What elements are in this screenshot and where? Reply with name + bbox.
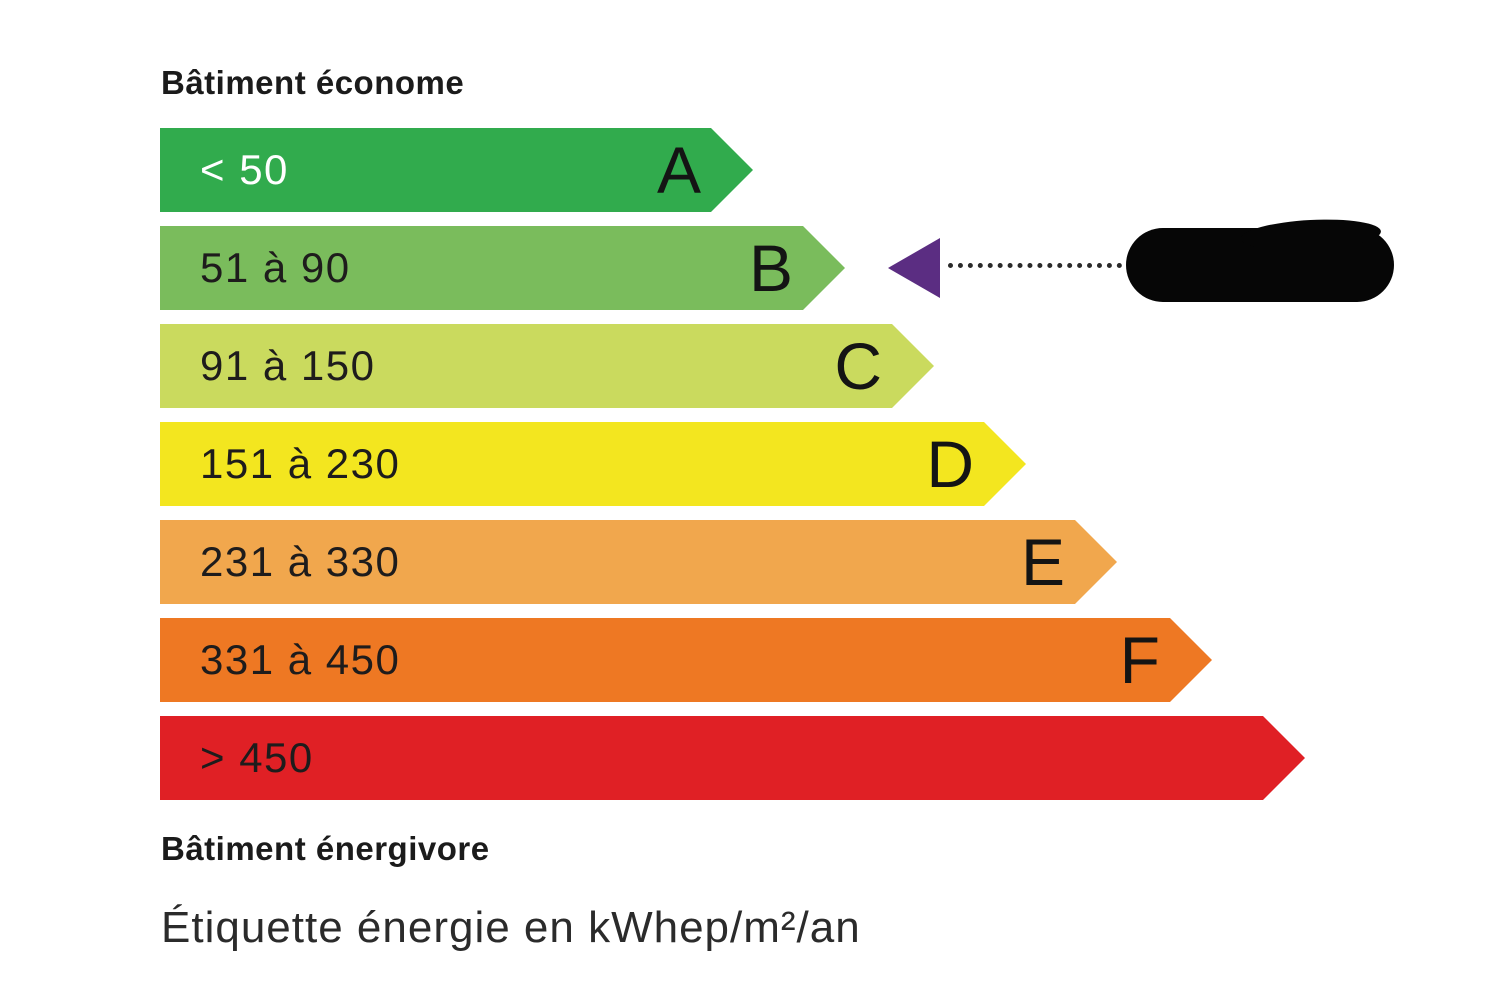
energy-class-range: < 50 <box>200 146 289 193</box>
energy-class-range: 231 à 330 <box>200 538 401 585</box>
energy-class-range: > 450 <box>200 734 314 781</box>
energy-class-letter: F <box>1119 623 1160 697</box>
energy-class-bar-f: 331 à 450 F <box>160 618 1212 702</box>
energy-class-bar-b: 51 à 90 B <box>160 226 845 310</box>
energy-class-bar-a: < 50 A <box>160 128 753 212</box>
energy-intensive-building-label: Bâtiment énergivore <box>161 830 490 867</box>
energy-class-bar-c: 91 à 150 C <box>160 324 934 408</box>
energy-class-bar-d: 151 à 230 D <box>160 422 1026 506</box>
marker-dotted-line <box>948 263 1122 268</box>
energy-class-letter: B <box>748 231 793 305</box>
selected-class-arrow-icon <box>888 238 940 298</box>
redacted-value-blob <box>1126 228 1394 302</box>
energy-class-letter: D <box>926 427 974 501</box>
energy-class-bar-g: > 450 <box>160 716 1305 800</box>
energy-label-caption: Étiquette énergie en kWhep/m²/an <box>161 903 861 952</box>
economical-building-label: Bâtiment économe <box>161 64 465 101</box>
energy-class-letter: C <box>834 329 882 403</box>
energy-class-range: 331 à 450 <box>200 636 401 683</box>
energy-class-range: 91 à 150 <box>200 342 376 389</box>
energy-class-range: 51 à 90 <box>200 244 351 291</box>
energy-class-letter: E <box>1020 525 1065 599</box>
energy-class-letter: A <box>656 133 701 207</box>
energy-class-bar-e: 231 à 330 E <box>160 520 1117 604</box>
energy-class-range: 151 à 230 <box>200 440 401 487</box>
